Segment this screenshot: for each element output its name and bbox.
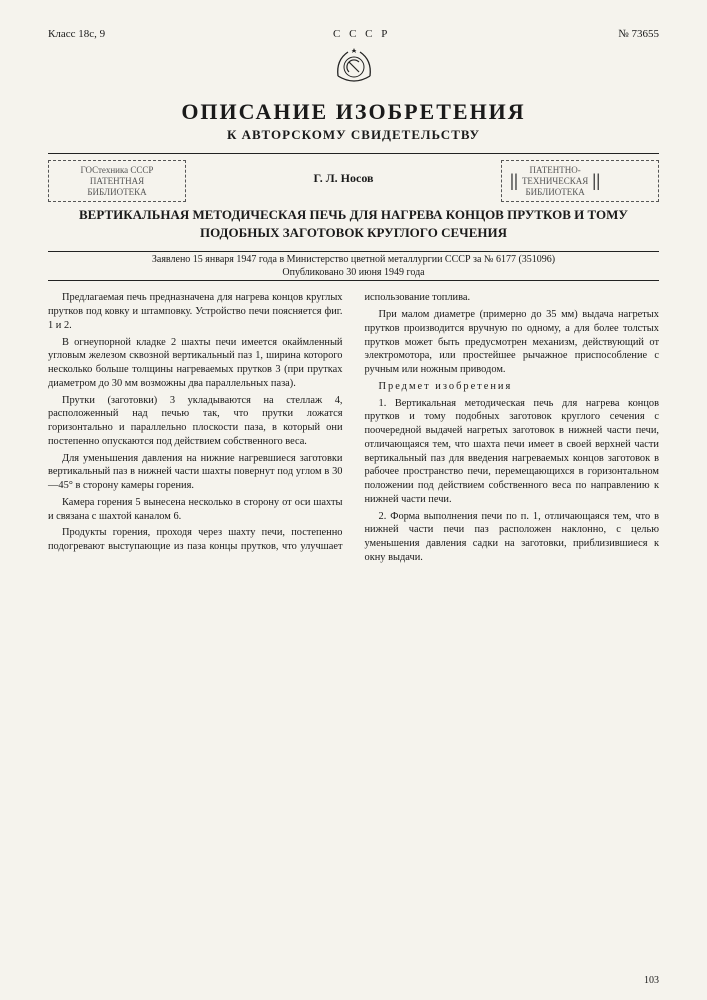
author-name: Г. Л. Носов [186, 171, 501, 186]
stamp-bar-right: || [592, 170, 600, 192]
rule-mid [48, 251, 659, 252]
filed-line: Заявлено 15 января 1947 года в Министерс… [48, 254, 659, 265]
paragraph: В огнеупорной кладке 2 шахты печи имеетс… [48, 336, 343, 391]
main-title: ОПИСАНИЕ ИЗОБРЕТЕНИЯ [48, 99, 659, 125]
state-emblem [48, 46, 659, 91]
library-stamp-right: || ПАТЕНТНО- ТЕХНИЧЕСКАЯ БИБЛИОТЕКА || [501, 160, 659, 202]
top-row: Класс 18с, 9 С С С Р № 73655 [48, 28, 659, 40]
paragraph: Прутки (заготовки) 3 укладываются на сте… [48, 394, 343, 449]
sub-title: К АВТОРСКОМУ СВИДЕТЕЛЬСТВУ [48, 127, 659, 143]
patent-page: Класс 18с, 9 С С С Р № 73655 ОПИСАНИЕ ИЗ… [0, 0, 707, 1000]
paragraph: Для уменьшения давления на нижние нагрев… [48, 452, 343, 493]
document-title: ВЕРТИКАЛЬНАЯ МЕТОДИЧЕСКАЯ ПЕЧЬ ДЛЯ НАГРЕ… [78, 206, 629, 241]
stamp-right-text: ПАТЕНТНО- ТЕХНИЧЕСКАЯ БИБЛИОТЕКА [522, 165, 588, 197]
paragraph: Предлагаемая печь предназначена для нагр… [48, 291, 343, 332]
paragraph: Камера горения 5 вынесена несколько в ст… [48, 496, 343, 523]
stamps-row: ГОСтехника СССР ПАТЕНТНАЯ БИБЛИОТЕКА Г. … [48, 160, 659, 202]
page-number: 103 [644, 975, 659, 986]
emblem-icon [332, 46, 376, 86]
patent-number: № 73655 [618, 28, 659, 40]
country: С С С Р [333, 28, 390, 40]
paragraph: При малом диаметре (примерно до 35 мм) в… [365, 308, 660, 377]
rule-bottom [48, 280, 659, 281]
claim: 2. Форма выполнения печи по п. 1, отлича… [365, 510, 660, 565]
classification: Класс 18с, 9 [48, 28, 105, 40]
rule-top [48, 153, 659, 154]
claims-heading: Предмет изобретения [365, 380, 660, 394]
library-stamp-left: ГОСтехника СССР ПАТЕНТНАЯ БИБЛИОТЕКА [48, 160, 186, 202]
claim: 1. Вертикальная методическая печь для на… [365, 397, 660, 507]
published-line: Опубликовано 30 июня 1949 года [48, 267, 659, 278]
stamp-bar-left: || [510, 170, 518, 192]
body-columns: Предлагаемая печь предназначена для нагр… [48, 291, 659, 564]
